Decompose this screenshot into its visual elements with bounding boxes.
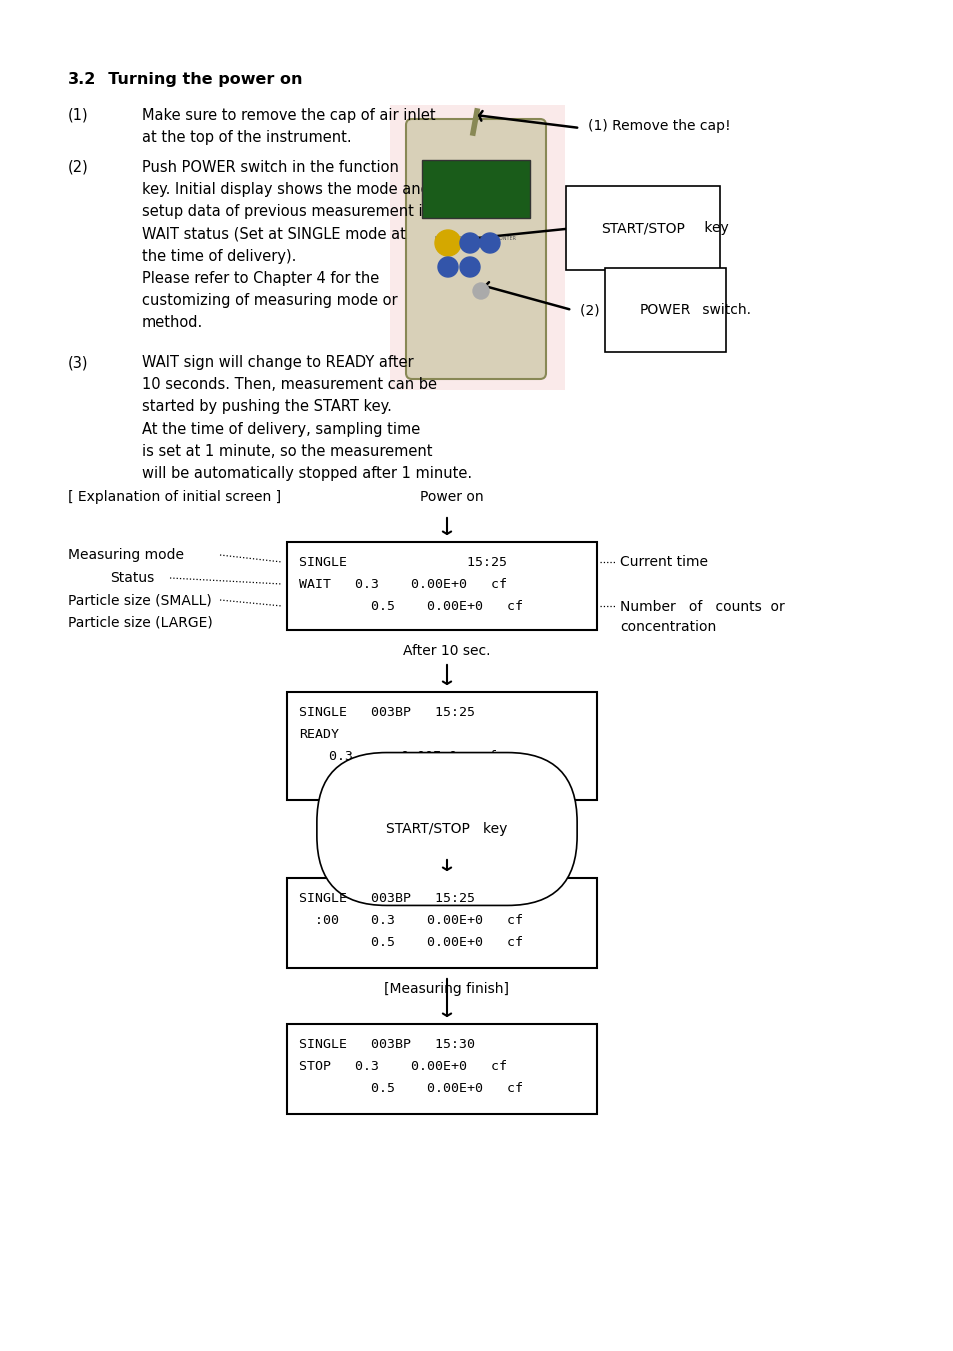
Text: (2): (2) bbox=[68, 159, 89, 176]
Bar bbox=[390, 105, 564, 390]
Text: START/STOP   key: START/STOP key bbox=[386, 821, 507, 836]
Text: POWER: POWER bbox=[639, 303, 691, 317]
Text: After 10 sec.: After 10 sec. bbox=[403, 644, 490, 658]
Bar bbox=[421, 159, 530, 218]
Text: (3): (3) bbox=[582, 222, 606, 235]
Text: (3): (3) bbox=[68, 355, 89, 370]
Bar bbox=[287, 692, 597, 800]
Text: KANO LASER PARTICLE COUNTER: KANO LASER PARTICLE COUNTER bbox=[435, 236, 516, 240]
Text: 0.3      0.00E+0   cf: 0.3 0.00E+0 cf bbox=[329, 750, 497, 763]
Text: WAIT   0.3    0.00E+0   cf: WAIT 0.3 0.00E+0 cf bbox=[298, 578, 506, 590]
Text: switch.: switch. bbox=[698, 303, 750, 317]
Text: STOP   0.3    0.00E+0   cf: STOP 0.3 0.00E+0 cf bbox=[298, 1061, 506, 1073]
Bar bbox=[287, 878, 597, 969]
Bar bbox=[287, 1024, 597, 1115]
Text: SINGLE               15:25: SINGLE 15:25 bbox=[298, 557, 506, 569]
Bar bbox=[287, 542, 597, 630]
Text: Particle size (SMALL): Particle size (SMALL) bbox=[68, 593, 212, 607]
Text: concentration: concentration bbox=[619, 620, 716, 634]
Text: 0.5    0.00E+0   cf: 0.5 0.00E+0 cf bbox=[298, 936, 522, 948]
Text: SINGLE   003BP   15:25: SINGLE 003BP 15:25 bbox=[298, 892, 475, 905]
Circle shape bbox=[479, 232, 499, 253]
Circle shape bbox=[459, 232, 479, 253]
Circle shape bbox=[473, 282, 489, 299]
Text: 3.2: 3.2 bbox=[68, 72, 96, 86]
Text: 0.5    0.00E+0   cf: 0.5 0.00E+0 cf bbox=[298, 600, 522, 613]
Text: Push POWER switch in the function
key. Initial display shows the mode and
setup : Push POWER switch in the function key. I… bbox=[142, 159, 432, 331]
Text: START/STOP: START/STOP bbox=[600, 222, 684, 235]
Text: 0.5      0.00E+0   cf: 0.5 0.00E+0 cf bbox=[329, 771, 497, 785]
Text: Power on: Power on bbox=[419, 490, 483, 504]
Text: Turning the power on: Turning the power on bbox=[97, 72, 302, 86]
Text: Status: Status bbox=[110, 571, 154, 585]
Text: READY: READY bbox=[298, 728, 338, 740]
Text: [ Explanation of initial screen ]: [ Explanation of initial screen ] bbox=[68, 490, 281, 504]
Text: 0.5    0.00E+0   cf: 0.5 0.00E+0 cf bbox=[298, 1082, 522, 1096]
Text: :00    0.3    0.00E+0   cf: :00 0.3 0.00E+0 cf bbox=[298, 915, 522, 927]
Text: key: key bbox=[700, 222, 728, 235]
Circle shape bbox=[459, 257, 479, 277]
Text: Current time: Current time bbox=[619, 555, 707, 569]
Text: SINGLE   003BP   15:25: SINGLE 003BP 15:25 bbox=[298, 707, 475, 719]
Text: WAIT sign will change to READY after
10 seconds. Then, measurement can be
starte: WAIT sign will change to READY after 10 … bbox=[142, 355, 472, 481]
Text: (1) Remove the cap!: (1) Remove the cap! bbox=[587, 119, 730, 132]
Text: (1): (1) bbox=[68, 108, 89, 123]
Text: Particle size (LARGE): Particle size (LARGE) bbox=[68, 616, 213, 630]
Text: Number   of   counts  or: Number of counts or bbox=[619, 600, 784, 613]
Circle shape bbox=[437, 257, 457, 277]
Text: (2) Push: (2) Push bbox=[579, 303, 640, 317]
Text: [Measuring finish]: [Measuring finish] bbox=[384, 982, 509, 996]
Text: Measuring mode: Measuring mode bbox=[68, 549, 184, 562]
Text: SINGLE   003BP   15:30: SINGLE 003BP 15:30 bbox=[298, 1038, 475, 1051]
FancyBboxPatch shape bbox=[406, 119, 545, 380]
Text: MODEL 3886: MODEL 3886 bbox=[457, 245, 493, 249]
Circle shape bbox=[435, 230, 460, 255]
Text: Make sure to remove the cap of air inlet
at the top of the instrument.: Make sure to remove the cap of air inlet… bbox=[142, 108, 436, 145]
